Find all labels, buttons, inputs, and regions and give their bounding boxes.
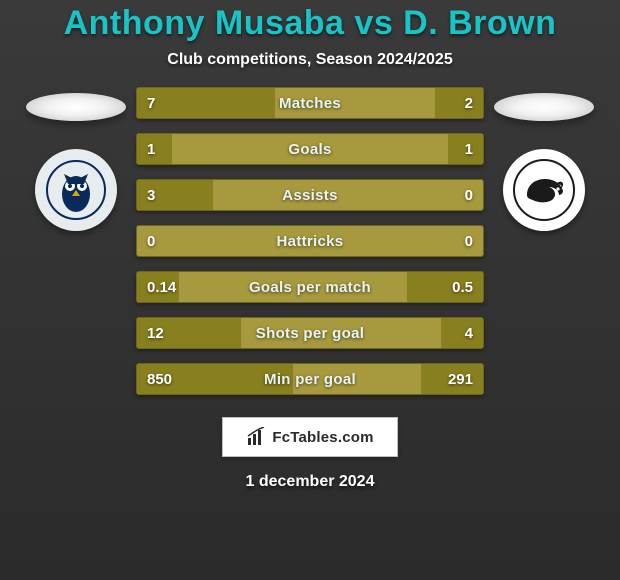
comparison-card: Anthony Musaba vs D. Brown Club competit… xyxy=(0,0,620,580)
club-crest-left xyxy=(35,149,117,231)
stat-row: 30Assists xyxy=(136,179,484,211)
stat-row: 11Goals xyxy=(136,133,484,165)
player-photo-placeholder-left xyxy=(26,93,126,121)
stat-value-right: 0 xyxy=(455,180,483,210)
date-label: 1 december 2024 xyxy=(246,473,375,491)
page-title: Anthony Musaba vs D. Brown xyxy=(64,4,557,43)
stat-value-left: 1 xyxy=(137,134,165,164)
stats-bars: 72Matches11Goals30Assists00Hattricks0.14… xyxy=(136,87,484,395)
owl-icon xyxy=(46,160,106,220)
player-photo-placeholder-right xyxy=(494,93,594,121)
stat-value-left: 0 xyxy=(137,226,165,256)
stat-value-left: 3 xyxy=(137,180,165,210)
stat-row: 0.140.5Goals per match xyxy=(136,271,484,303)
stat-value-left: 7 xyxy=(137,88,165,118)
brand-badge: FcTables.com xyxy=(222,417,398,457)
stat-value-left: 12 xyxy=(137,318,174,348)
stat-row: 72Matches xyxy=(136,87,484,119)
club-crest-right xyxy=(503,149,585,231)
stat-value-right: 4 xyxy=(455,318,483,348)
stat-value-right: 291 xyxy=(438,364,483,394)
compare-area: 72Matches11Goals30Assists00Hattricks0.14… xyxy=(0,87,620,395)
ram-icon xyxy=(513,159,575,221)
stat-row: 124Shots per goal xyxy=(136,317,484,349)
stat-value-left: 850 xyxy=(137,364,182,394)
brand-text: FcTables.com xyxy=(272,429,373,446)
stat-value-right: 0 xyxy=(455,226,483,256)
stat-row: 850291Min per goal xyxy=(136,363,484,395)
page-subtitle: Club competitions, Season 2024/2025 xyxy=(167,51,452,69)
stat-value-left: 0.14 xyxy=(137,272,186,302)
stat-value-right: 1 xyxy=(455,134,483,164)
stat-value-right: 2 xyxy=(455,88,483,118)
left-player-col xyxy=(16,87,136,231)
stat-value-right: 0.5 xyxy=(442,272,483,302)
stat-row: 00Hattricks xyxy=(136,225,484,257)
chart-icon xyxy=(246,427,266,447)
right-player-col xyxy=(484,87,604,231)
